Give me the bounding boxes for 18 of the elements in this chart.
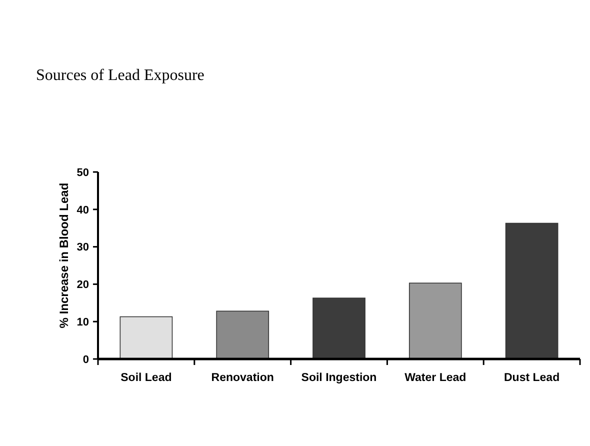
bar <box>505 222 558 360</box>
x-tick-label: Water Lead <box>404 372 466 384</box>
bar <box>216 310 270 360</box>
y-tick-label: 50 <box>76 166 89 179</box>
y-tick-label: 40 <box>76 204 89 216</box>
x-tick-label: Dust Lead <box>504 372 560 384</box>
x-tick-label: Soil Lead <box>120 372 172 384</box>
bar <box>120 316 173 360</box>
x-tick-label: Soil Ingestion <box>301 372 377 384</box>
x-tick-label: Renovation <box>211 372 274 384</box>
y-axis-title: % Increase in Blood Lead <box>57 182 71 328</box>
y-tick-label: 30 <box>76 242 89 254</box>
bar <box>408 282 462 360</box>
y-tick-label: 20 <box>76 279 89 292</box>
y-tick-label: 0 <box>82 354 89 366</box>
chart-title: Sources of Lead Exposure <box>36 67 204 84</box>
bar <box>312 298 366 360</box>
y-tick-label: 10 <box>76 316 89 328</box>
